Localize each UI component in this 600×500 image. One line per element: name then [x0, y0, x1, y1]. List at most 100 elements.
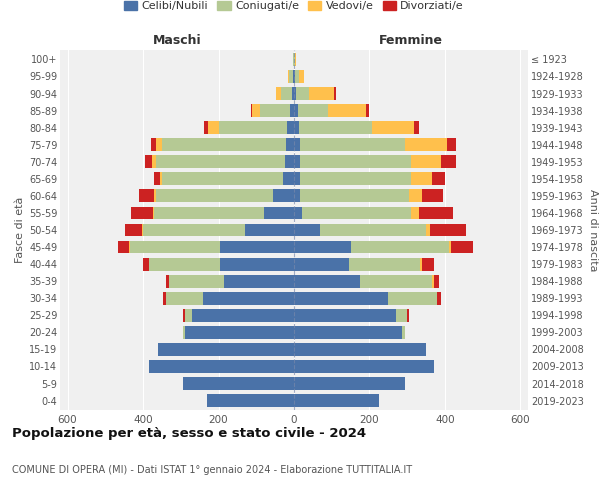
- Bar: [185, 309, 192, 322]
- Bar: [131, 206, 153, 220]
- Bar: [273, 190, 294, 202]
- Bar: [118, 240, 129, 254]
- Bar: [350, 240, 449, 254]
- Bar: [419, 206, 452, 220]
- Bar: [182, 377, 294, 390]
- Bar: [143, 258, 149, 270]
- Bar: [156, 138, 162, 151]
- Bar: [287, 70, 289, 83]
- Bar: [154, 206, 264, 220]
- Bar: [139, 190, 154, 202]
- Bar: [294, 224, 320, 236]
- Text: COMUNE DI OPERA (MI) - Dati ISTAT 1° gennaio 2024 - Elaborazione TUTTITALIA.IT: COMUNE DI OPERA (MI) - Dati ISTAT 1° gen…: [12, 465, 412, 475]
- Bar: [294, 87, 296, 100]
- Bar: [224, 275, 294, 287]
- Bar: [411, 172, 432, 185]
- Bar: [286, 138, 294, 151]
- Bar: [430, 224, 466, 236]
- Bar: [413, 121, 419, 134]
- Bar: [154, 172, 160, 185]
- Bar: [411, 156, 441, 168]
- Bar: [283, 172, 294, 185]
- Bar: [163, 292, 166, 304]
- Bar: [204, 121, 208, 134]
- Bar: [130, 240, 220, 254]
- Bar: [208, 121, 219, 134]
- Bar: [294, 121, 299, 134]
- Bar: [294, 104, 298, 117]
- Bar: [299, 70, 304, 83]
- Bar: [299, 138, 406, 151]
- Bar: [294, 172, 299, 185]
- Text: Femmine: Femmine: [379, 34, 443, 48]
- Bar: [220, 258, 294, 270]
- Bar: [129, 240, 130, 254]
- Bar: [449, 240, 451, 254]
- Bar: [295, 53, 296, 66]
- Bar: [264, 206, 294, 220]
- Bar: [294, 156, 299, 168]
- Bar: [153, 206, 154, 220]
- Bar: [294, 377, 406, 390]
- Bar: [162, 172, 283, 185]
- Bar: [203, 292, 294, 304]
- Bar: [437, 292, 441, 304]
- Bar: [294, 292, 388, 304]
- Bar: [388, 292, 437, 304]
- Y-axis label: Anni di nascita: Anni di nascita: [588, 188, 598, 271]
- Bar: [294, 53, 295, 66]
- Bar: [349, 258, 421, 270]
- Text: Maschi: Maschi: [152, 34, 202, 48]
- Bar: [166, 292, 203, 304]
- Bar: [290, 104, 294, 117]
- Bar: [220, 240, 294, 254]
- Bar: [360, 275, 432, 287]
- Bar: [294, 275, 360, 287]
- Bar: [296, 87, 309, 100]
- Bar: [275, 87, 281, 100]
- Bar: [447, 138, 456, 151]
- Bar: [145, 156, 152, 168]
- Bar: [151, 138, 156, 151]
- Bar: [260, 104, 290, 117]
- Bar: [294, 309, 396, 322]
- Bar: [295, 70, 299, 83]
- Bar: [406, 138, 447, 151]
- Bar: [432, 275, 434, 287]
- Bar: [251, 104, 253, 117]
- Bar: [298, 104, 328, 117]
- Bar: [421, 258, 422, 270]
- Bar: [299, 190, 409, 202]
- Bar: [432, 172, 445, 185]
- Bar: [253, 104, 260, 117]
- Bar: [182, 309, 185, 322]
- Bar: [422, 190, 443, 202]
- Legend: Celibi/Nubili, Coniugati/e, Vedovi/e, Divorziati/e: Celibi/Nubili, Coniugati/e, Vedovi/e, Di…: [119, 0, 469, 16]
- Bar: [294, 258, 349, 270]
- Bar: [294, 138, 299, 151]
- Bar: [182, 326, 185, 339]
- Bar: [125, 224, 142, 236]
- Bar: [294, 206, 302, 220]
- Bar: [299, 156, 411, 168]
- Bar: [289, 70, 293, 83]
- Bar: [143, 224, 245, 236]
- Bar: [401, 326, 406, 339]
- Bar: [245, 224, 294, 236]
- Bar: [294, 394, 379, 407]
- Text: Popolazione per età, sesso e stato civile - 2024: Popolazione per età, sesso e stato civil…: [12, 428, 366, 440]
- Y-axis label: Fasce di età: Fasce di età: [14, 197, 25, 263]
- Bar: [149, 258, 220, 270]
- Bar: [185, 326, 294, 339]
- Bar: [294, 343, 426, 356]
- Bar: [451, 240, 473, 254]
- Bar: [407, 309, 409, 322]
- Bar: [320, 224, 426, 236]
- Bar: [441, 156, 456, 168]
- Bar: [160, 172, 162, 185]
- Bar: [294, 326, 401, 339]
- Bar: [284, 156, 294, 168]
- Bar: [334, 87, 335, 100]
- Bar: [142, 224, 143, 236]
- Bar: [396, 309, 407, 322]
